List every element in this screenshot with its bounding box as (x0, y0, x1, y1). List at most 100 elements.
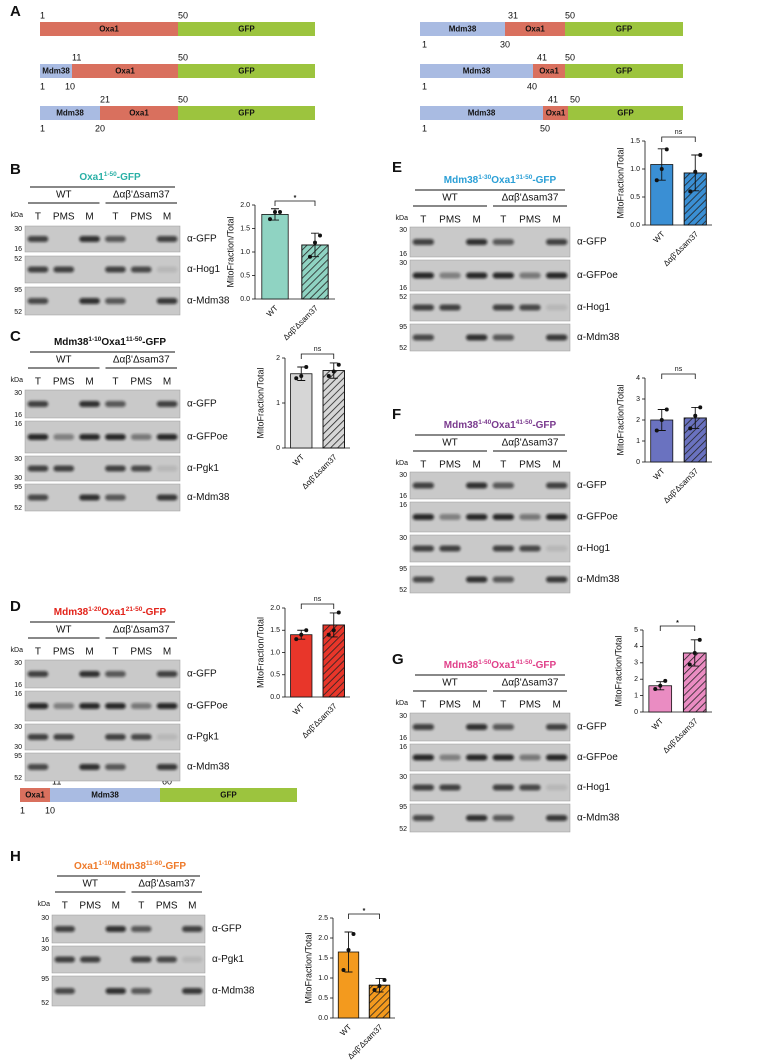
significance-bracket (300, 353, 335, 359)
antibody-label: α-Mdm38 (577, 813, 620, 824)
blot-band (27, 298, 49, 304)
title-part: 11-50 (126, 336, 143, 343)
construct-segment (565, 64, 683, 78)
kda-label: kDa (38, 901, 51, 908)
data-point (653, 687, 658, 692)
residue-label: 1 (40, 123, 45, 133)
blot-band (156, 734, 178, 740)
blot-strip (24, 690, 181, 722)
significance-bracket (274, 200, 316, 206)
lane-label: T (420, 215, 426, 226)
residue-label: 1 (40, 10, 45, 20)
lane-label: T (35, 212, 41, 223)
blot-band (27, 703, 49, 709)
blot-band (546, 784, 568, 791)
significance-label: ns (675, 366, 683, 373)
lane-label: M (188, 901, 196, 912)
data-point (698, 153, 703, 157)
kda-marker: 52 (399, 294, 407, 301)
residue-label: 50 (565, 10, 575, 20)
lane-label: M (552, 215, 560, 226)
panel-letter: H (10, 848, 21, 865)
x-tick-label: Δαβ'Δsam37 (661, 716, 700, 755)
data-point (664, 147, 669, 152)
data-point (688, 189, 693, 194)
blot-band (79, 764, 100, 770)
segment-label: Mdm38 (91, 791, 119, 800)
blot-band (182, 926, 203, 932)
data-point (294, 637, 299, 642)
construct-segment (568, 106, 683, 120)
residue-label: 31 (508, 10, 518, 20)
x-tick-label: Δαβ'Δsam37 (662, 229, 701, 268)
blot-band (79, 671, 100, 677)
panel-letter: E (392, 159, 402, 176)
kda-marker: 52 (14, 309, 22, 316)
blot-band (105, 401, 126, 407)
blot-band (546, 272, 568, 279)
title-part: -GFP (142, 607, 166, 618)
x-tick-label: WT (291, 701, 306, 716)
blot-strip (24, 389, 181, 419)
blot-band (156, 494, 178, 501)
kda-marker: 95 (41, 976, 49, 983)
blot-band (519, 272, 541, 279)
lane-label: M (472, 700, 480, 711)
bar (261, 213, 289, 300)
blot-title: Oxa11-10Mdm3811-60-GFP (74, 860, 186, 872)
blot-band (105, 703, 126, 709)
blot-title: Mdm381-50Oxa141-50-GFP (444, 659, 557, 671)
blot-band (130, 703, 152, 709)
antibody-label: α-GFP (187, 399, 217, 410)
data-point (273, 210, 277, 215)
blot-strip (409, 743, 571, 772)
segment-label: Oxa1 (525, 25, 545, 34)
lane-label: M (85, 377, 93, 388)
data-point (697, 637, 702, 642)
data-point (377, 984, 382, 988)
data-point (693, 169, 698, 174)
blot-title: Mdm381-10Oxa111-50-GFP (54, 336, 166, 348)
kda-marker: 16 (14, 412, 22, 419)
lane-label: PMS (79, 901, 101, 912)
blot-strip (51, 914, 206, 944)
lane-label: M (85, 647, 93, 658)
blot-band (439, 514, 461, 520)
blot-band (439, 754, 461, 761)
data-point (336, 362, 341, 367)
kda-marker: 16 (399, 735, 407, 742)
data-point (299, 374, 304, 378)
kda-marker: 95 (14, 287, 22, 294)
blot-band (412, 545, 434, 552)
blot-band (80, 956, 101, 963)
blot-band (546, 334, 568, 341)
title-part: -GFP (532, 660, 556, 671)
segment-label: Oxa1 (539, 67, 559, 76)
residue-label: 41 (548, 94, 558, 104)
construct-segment (100, 106, 178, 120)
segment-label: GFP (238, 109, 255, 118)
data-point (346, 948, 351, 952)
blot-band (492, 784, 514, 791)
data-point (336, 610, 341, 615)
lane-label: T (500, 700, 506, 711)
lane-label: PMS (519, 215, 541, 226)
data-point (698, 405, 703, 410)
segment-label: Oxa1 (99, 25, 119, 34)
antibody-label: α-GFP (187, 669, 217, 680)
title-part: 1-10 (88, 336, 101, 343)
construct-segment (20, 788, 50, 802)
y-tick-label: 0.5 (240, 272, 250, 279)
construct-segment (50, 788, 160, 802)
residue-label: 50 (540, 123, 550, 133)
blot-band (519, 514, 541, 520)
lane-label: PMS (439, 700, 461, 711)
title-part: -GFP (532, 175, 556, 186)
data-point (331, 628, 336, 633)
lane-label: T (138, 901, 144, 912)
blot-band (130, 734, 152, 740)
title-part: 1-40 (478, 419, 491, 426)
residue-label: 1 (422, 81, 427, 91)
blot-band (412, 754, 434, 761)
segment-label: GFP (238, 67, 255, 76)
